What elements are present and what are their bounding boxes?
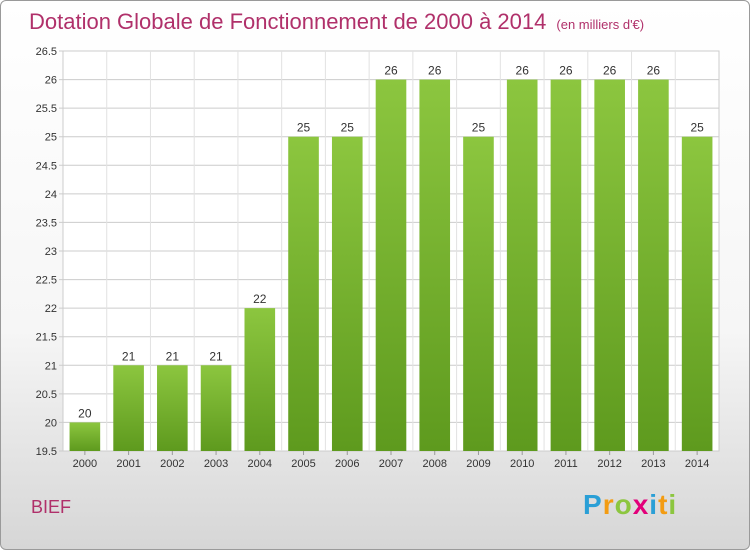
- bar-value-label: 25: [690, 121, 704, 135]
- x-tick-label: 2000: [73, 458, 97, 470]
- logo-letter: x: [632, 489, 650, 520]
- chart-title: Dotation Globale de Fonctionnement de 20…: [29, 9, 644, 35]
- bar: [69, 422, 101, 451]
- bar-value-label: 25: [297, 121, 311, 135]
- logo-letter: o: [614, 489, 633, 520]
- logo-letter: i: [668, 489, 678, 520]
- y-tick-label: 26.5: [36, 46, 57, 58]
- commune-name: BIEF: [31, 497, 72, 517]
- x-tick-label: 2010: [510, 458, 534, 470]
- bar: [419, 79, 451, 452]
- chart-title-text: Dotation Globale de Fonctionnement de 20…: [29, 9, 547, 34]
- bar: [288, 136, 319, 451]
- x-tick-label: 2009: [466, 458, 490, 470]
- x-tick-label: 2001: [116, 458, 140, 470]
- y-tick-label: 23.5: [36, 217, 57, 229]
- bar-value-label: 25: [472, 121, 486, 135]
- proxiti-logo[interactable]: Proxiti: [583, 489, 677, 521]
- x-tick-label: 2014: [685, 458, 709, 470]
- chart-subtitle: (en milliers d'€): [556, 17, 645, 32]
- x-tick-label: 2002: [160, 458, 184, 470]
- y-tick-label: 25: [45, 132, 57, 144]
- bar: [506, 79, 538, 452]
- bar-value-label: 25: [341, 121, 355, 135]
- logo-letter: t: [658, 489, 669, 520]
- bar: [594, 79, 625, 452]
- bar: [463, 136, 494, 451]
- bar-value-label: 26: [603, 64, 617, 78]
- bar-value-label: 22: [253, 292, 267, 306]
- bar: [550, 79, 582, 452]
- bar: [157, 365, 188, 451]
- y-tick-label: 24.5: [36, 160, 57, 172]
- bar: [200, 365, 232, 451]
- bar: [244, 308, 276, 451]
- x-tick-label: 2003: [204, 458, 228, 470]
- x-tick-label: 2007: [379, 458, 403, 470]
- bar-value-label: 21: [122, 349, 136, 363]
- y-tick-label: 21: [45, 360, 57, 372]
- x-tick-label: 2011: [554, 458, 578, 470]
- bar-value-label: 26: [516, 64, 530, 78]
- y-tick-label: 22: [45, 303, 57, 315]
- x-tick-label: 2012: [597, 458, 621, 470]
- y-tick-label: 25.5: [36, 103, 57, 115]
- x-tick-label: 2008: [422, 458, 446, 470]
- y-tick-label: 20: [45, 417, 57, 429]
- bar-value-label: 20: [78, 406, 92, 420]
- y-tick-label: 22.5: [36, 275, 57, 287]
- logo-letter: P: [583, 489, 603, 520]
- bar-value-label: 21: [166, 349, 180, 363]
- x-tick-label: 2005: [291, 458, 315, 470]
- bar: [113, 365, 144, 451]
- logo-letter: r: [602, 489, 615, 520]
- logo-letter: i: [649, 489, 659, 520]
- bar-value-label: 26: [384, 64, 398, 78]
- y-tick-label: 21.5: [36, 332, 57, 344]
- bar-value-label: 26: [559, 64, 573, 78]
- y-tick-label: 20.5: [36, 389, 57, 401]
- bar-value-label: 26: [647, 64, 661, 78]
- y-tick-label: 24: [45, 189, 57, 201]
- bar-value-label: 26: [428, 64, 442, 78]
- bar: [375, 79, 407, 452]
- x-tick-label: 2004: [248, 458, 272, 470]
- y-tick-label: 19.5: [36, 446, 57, 458]
- bar-value-label: 21: [209, 349, 223, 363]
- y-tick-label: 26: [45, 75, 57, 87]
- bar: [331, 136, 363, 451]
- x-tick-label: 2006: [335, 458, 359, 470]
- x-tick-label: 2013: [641, 458, 665, 470]
- y-tick-label: 23: [45, 246, 57, 258]
- bar: [638, 79, 669, 452]
- bar: [681, 136, 713, 451]
